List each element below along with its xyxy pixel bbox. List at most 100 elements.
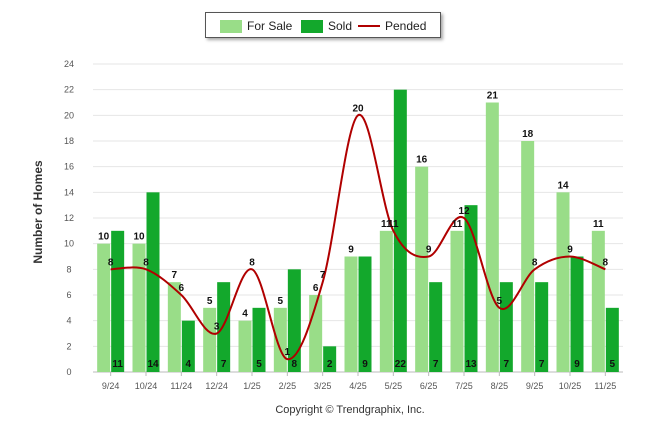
pended-value-label: 20 (352, 103, 364, 114)
sold-value-label: 8 (292, 359, 298, 370)
x-tick-label: 4/25 (349, 381, 367, 391)
x-tick-label: 2/25 (279, 381, 297, 391)
for-sale-swatch (220, 19, 242, 33)
x-axis-ticks: 9/24 10/24 11/24 12/24 1/25 2/25 3/25 4/25 5/25 6… (102, 372, 616, 391)
bar-for-sale (415, 166, 429, 372)
x-tick-label: 5/25 (385, 381, 403, 391)
sold-value-label: 2 (327, 359, 333, 370)
pended-value-label: 8 (603, 257, 609, 268)
for-sale-value-label: 16 (416, 155, 428, 166)
legend-item-sold[interactable]: Sold (301, 19, 352, 33)
bar-sold (146, 192, 160, 372)
pended-value-label: 8 (532, 257, 538, 268)
sold-value-label: 7 (433, 359, 439, 370)
bars (97, 89, 619, 373)
x-tick-label: 10/25 (559, 381, 582, 391)
for-sale-value-label: 5 (207, 296, 213, 307)
for-sale-value-label: 11 (381, 219, 392, 230)
for-sale-value-label: 14 (557, 180, 569, 191)
bar-for-sale (167, 282, 181, 372)
y-tick-label: 4 (66, 316, 71, 326)
sold-value-label: 11 (112, 359, 123, 370)
bar-sold (287, 269, 301, 372)
x-tick-label: 11/25 (594, 381, 616, 391)
for-sale-value-label: 5 (278, 296, 284, 307)
x-tick-label: 7/25 (455, 381, 473, 391)
for-sale-value-label: 11 (452, 219, 463, 230)
sold-swatch (301, 19, 323, 33)
y-tick-label: 16 (64, 162, 74, 172)
bar-sold (323, 346, 337, 372)
x-tick-label: 9/24 (102, 381, 120, 391)
legend-item-for-sale[interactable]: For Sale (220, 19, 292, 33)
legend: For Sale Sold Pended (205, 12, 441, 38)
bar-sold (252, 307, 266, 372)
bar-sold (535, 282, 549, 372)
pended-value-label: 8 (108, 257, 114, 268)
bar-for-sale (450, 230, 464, 372)
data-labels: 1011810148746573458581627992011221116791… (98, 91, 615, 371)
x-tick-label: 3/25 (314, 381, 332, 391)
y-tick-label: 22 (64, 85, 74, 95)
bar-for-sale (238, 320, 252, 372)
x-tick-label: 6/25 (420, 381, 438, 391)
bar-for-sale (132, 243, 146, 372)
legend-label-sold: Sold (328, 19, 353, 33)
bar-sold (111, 230, 125, 372)
for-sale-value-label: 7 (172, 270, 178, 281)
y-axis-label: Number of Homes (31, 160, 45, 264)
pended-value-label: 7 (320, 270, 326, 281)
pended-value-label: 12 (458, 206, 470, 217)
bar-for-sale (344, 256, 358, 372)
bar-sold (429, 282, 443, 372)
pended-line (110, 114, 606, 361)
pended-value-label: 3 (214, 322, 220, 333)
for-sale-value-label: 21 (487, 91, 499, 102)
for-sale-value-label: 11 (593, 219, 604, 230)
pended-value-label: 8 (143, 257, 149, 268)
bar-for-sale (556, 192, 570, 372)
y-tick-label: 0 (66, 367, 71, 377)
sold-value-label: 7 (221, 359, 227, 370)
y-tick-label: 6 (66, 290, 71, 300)
for-sale-value-label: 9 (348, 245, 354, 256)
bar-sold (393, 89, 407, 373)
y-tick-label: 18 (64, 136, 74, 146)
pended-swatch (358, 25, 380, 27)
bar-sold (358, 256, 372, 372)
x-tick-label: 11/24 (170, 381, 192, 391)
bar-for-sale (273, 307, 287, 372)
y-tick-label: 10 (64, 239, 74, 249)
pended-value-label: 5 (497, 296, 503, 307)
x-tick-label: 8/25 (491, 381, 509, 391)
x-tick-label: 9/25 (526, 381, 544, 391)
bar-for-sale (97, 243, 111, 372)
bar-sold (570, 256, 584, 372)
y-tick-label: 12 (64, 213, 74, 223)
pended-value-label: 8 (249, 257, 255, 268)
sold-value-label: 9 (574, 359, 580, 370)
pended-value-label: 11 (388, 219, 399, 230)
pended-value-label: 6 (179, 283, 185, 294)
bar-for-sale (379, 230, 393, 372)
sold-value-label: 5 (256, 359, 262, 370)
y-tick-label: 20 (64, 110, 74, 120)
y-tick-label: 8 (66, 264, 71, 274)
bar-sold (605, 307, 619, 372)
bar-sold (181, 320, 195, 372)
for-sale-value-label: 18 (522, 129, 534, 140)
legend-item-pended[interactable]: Pended (358, 19, 426, 33)
pended-value-label: 1 (285, 347, 291, 358)
bar-for-sale (521, 141, 535, 372)
y-tick-label: 14 (64, 187, 74, 197)
x-tick-label: 10/24 (135, 381, 158, 391)
for-sale-value-label: 4 (242, 309, 248, 320)
y-tick-label: 24 (64, 59, 74, 69)
pended-value-label: 9 (567, 245, 573, 256)
bar-sold (464, 205, 478, 372)
sold-value-label: 5 (610, 359, 616, 370)
sold-value-label: 4 (186, 359, 192, 370)
pended-line-path (110, 114, 606, 361)
